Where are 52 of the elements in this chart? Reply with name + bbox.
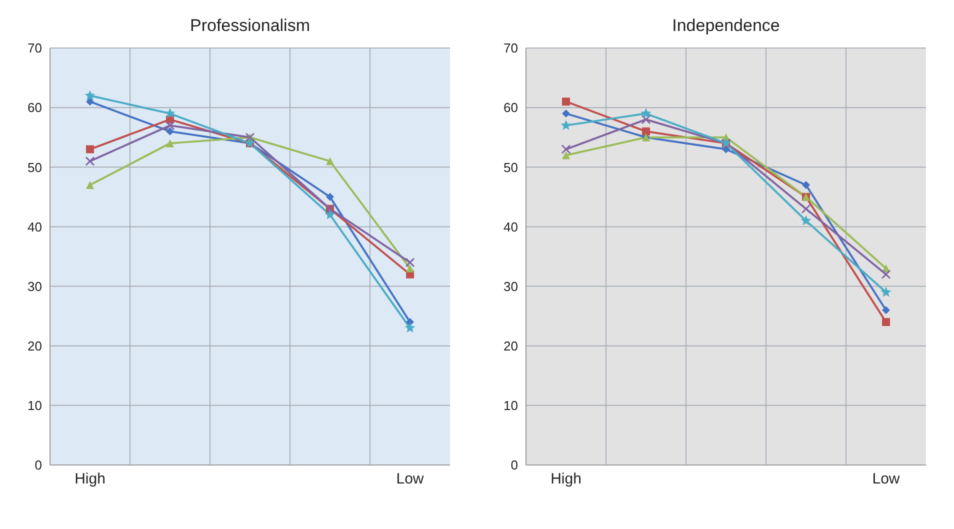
point bbox=[641, 114, 651, 124]
point bbox=[562, 98, 570, 106]
point bbox=[640, 108, 652, 118]
point bbox=[324, 209, 336, 220]
point bbox=[166, 127, 174, 136]
y-tick-label: 10 bbox=[504, 398, 518, 414]
point bbox=[881, 270, 891, 280]
point bbox=[84, 90, 96, 100]
y-tick-label: 70 bbox=[28, 40, 42, 56]
point bbox=[86, 145, 94, 154]
point bbox=[326, 157, 334, 166]
point bbox=[561, 144, 571, 154]
point bbox=[404, 322, 416, 332]
y-tick-label: 30 bbox=[504, 278, 518, 294]
point bbox=[560, 120, 572, 130]
chart-title: Independence bbox=[671, 16, 781, 36]
point bbox=[85, 156, 95, 166]
point bbox=[166, 139, 174, 148]
y-tick-label: 0 bbox=[34, 458, 42, 473]
y-tick-label: 40 bbox=[28, 219, 42, 234]
point bbox=[882, 306, 890, 314]
point bbox=[165, 120, 175, 130]
point bbox=[880, 286, 892, 297]
x-tick-label: High bbox=[74, 470, 106, 488]
point bbox=[562, 110, 570, 118]
y-tick-label: 10 bbox=[28, 398, 42, 414]
point bbox=[882, 318, 890, 326]
point bbox=[405, 258, 415, 268]
y-tick-label: 40 bbox=[504, 219, 518, 234]
y-tick-label: 60 bbox=[28, 100, 42, 116]
point bbox=[802, 181, 810, 190]
y-tick-label: 70 bbox=[504, 40, 518, 56]
y-tick-label: 0 bbox=[510, 458, 518, 473]
point bbox=[406, 264, 414, 272]
point bbox=[801, 204, 811, 214]
point bbox=[326, 192, 334, 201]
point bbox=[86, 181, 94, 190]
point bbox=[642, 127, 650, 136]
chart-title: Professionalism bbox=[189, 16, 311, 36]
y-tick-label: 30 bbox=[28, 278, 42, 294]
y-tick-label: 50 bbox=[28, 160, 42, 175]
x-tick-label: Low bbox=[396, 470, 424, 488]
x-tick-label: High bbox=[550, 470, 582, 488]
y-tick-label: 20 bbox=[28, 338, 42, 354]
point bbox=[86, 98, 94, 106]
y-tick-label: 50 bbox=[504, 160, 518, 175]
y-tick-label: 20 bbox=[504, 338, 518, 354]
y-tick-label: 60 bbox=[504, 100, 518, 116]
point bbox=[562, 151, 570, 160]
x-tick-label: Low bbox=[872, 470, 900, 488]
point bbox=[800, 215, 812, 226]
point bbox=[164, 108, 176, 118]
